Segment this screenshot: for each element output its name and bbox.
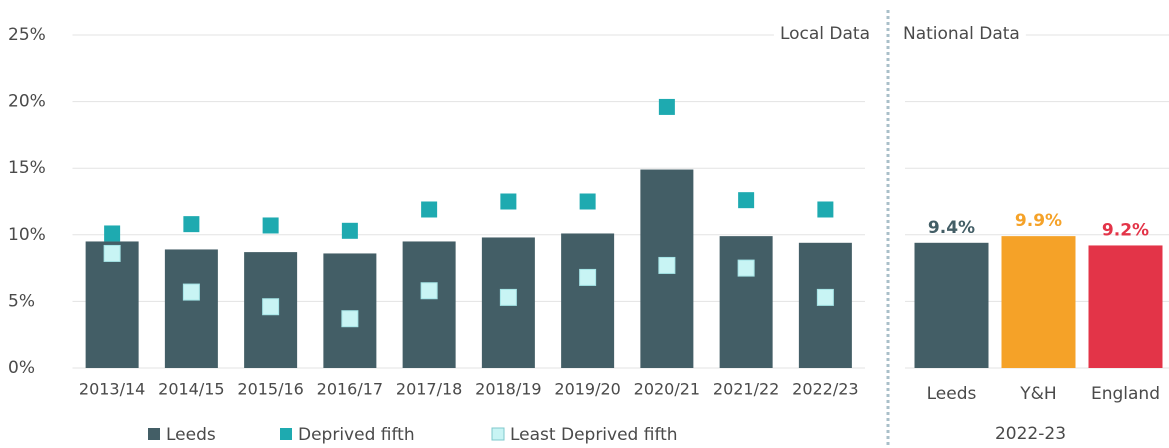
marker [817,201,834,218]
bar [719,236,773,368]
legend-label: Leeds [166,425,216,445]
y-tick-label: 0% [8,358,35,378]
marker [262,217,279,234]
marker [816,288,834,306]
bar [1088,245,1163,368]
bar [561,233,615,368]
marker [182,283,200,301]
x-tick-label: 2014/15 [158,380,224,399]
y-tick-label: 25% [8,25,46,45]
bar [1001,236,1076,368]
marker [262,298,280,316]
bar [914,242,989,368]
marker [658,98,675,115]
bar [402,241,456,368]
marker [658,256,676,274]
y-tick-label: 20% [8,92,46,112]
bar [85,241,139,368]
legend-swatch [148,428,160,440]
bar [164,249,218,368]
x-tick-label: 2017/18 [396,380,462,399]
marker [341,310,359,328]
x-tick-label: 2020/21 [634,380,700,399]
value-label: 9.4% [928,218,975,238]
legend-label: Deprived fifth [298,425,415,445]
marker [420,282,438,300]
x-tick-label: 2018/19 [475,380,541,399]
marker [738,192,755,209]
y-tick-label: 5% [8,291,35,311]
x-tick-label: 2022/23 [792,380,858,399]
x-tick-label: 2013/14 [79,380,145,399]
x-tick-label: 2015/16 [237,380,303,399]
marker [737,259,755,277]
marker [103,244,121,262]
value-label: 9.2% [1102,220,1149,240]
marker [104,225,121,242]
panel-label: National Data [903,24,1020,44]
marker [499,288,517,306]
legend-label: Least Deprived fifth [510,425,678,445]
marker [421,201,438,218]
marker [579,193,596,210]
x-tick-label: 2016/17 [317,380,383,399]
y-tick-label: 10% [8,225,46,245]
legend-swatch [491,427,505,441]
marker [183,216,200,233]
marker [341,222,358,239]
x-tick-label: 2019/20 [554,380,620,399]
x-tick-label: Leeds [927,384,977,404]
x-tick-label: England [1091,384,1160,404]
x-axis-label: 2022-23 [995,424,1066,444]
panel-label-bg [773,24,876,44]
panel-label-bg [897,24,1026,44]
y-tick-label: 15% [8,158,46,178]
marker [579,268,597,286]
panel-label: Local Data [780,24,870,44]
x-tick-label: 2021/22 [713,380,779,399]
x-tick-label: Y&H [1019,384,1056,404]
marker [500,193,517,210]
legend-swatch [280,428,292,440]
value-label: 9.9% [1015,211,1062,231]
